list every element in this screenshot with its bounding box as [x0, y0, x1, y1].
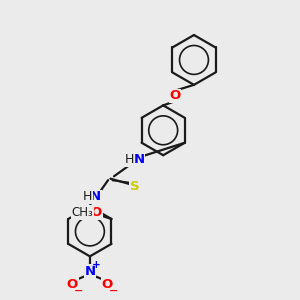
Text: H: H	[125, 153, 134, 166]
Text: H: H	[82, 190, 92, 203]
Text: O: O	[91, 206, 102, 219]
Text: O: O	[67, 278, 78, 291]
Text: S: S	[130, 180, 140, 194]
Text: −: −	[109, 286, 119, 296]
Text: N: N	[90, 190, 101, 203]
Text: O: O	[169, 89, 181, 103]
Text: O: O	[102, 278, 113, 291]
Text: N: N	[84, 265, 95, 278]
Text: N: N	[133, 153, 144, 166]
Text: CH₃: CH₃	[71, 206, 93, 219]
Text: +: +	[92, 260, 101, 270]
Text: −: −	[74, 286, 83, 296]
